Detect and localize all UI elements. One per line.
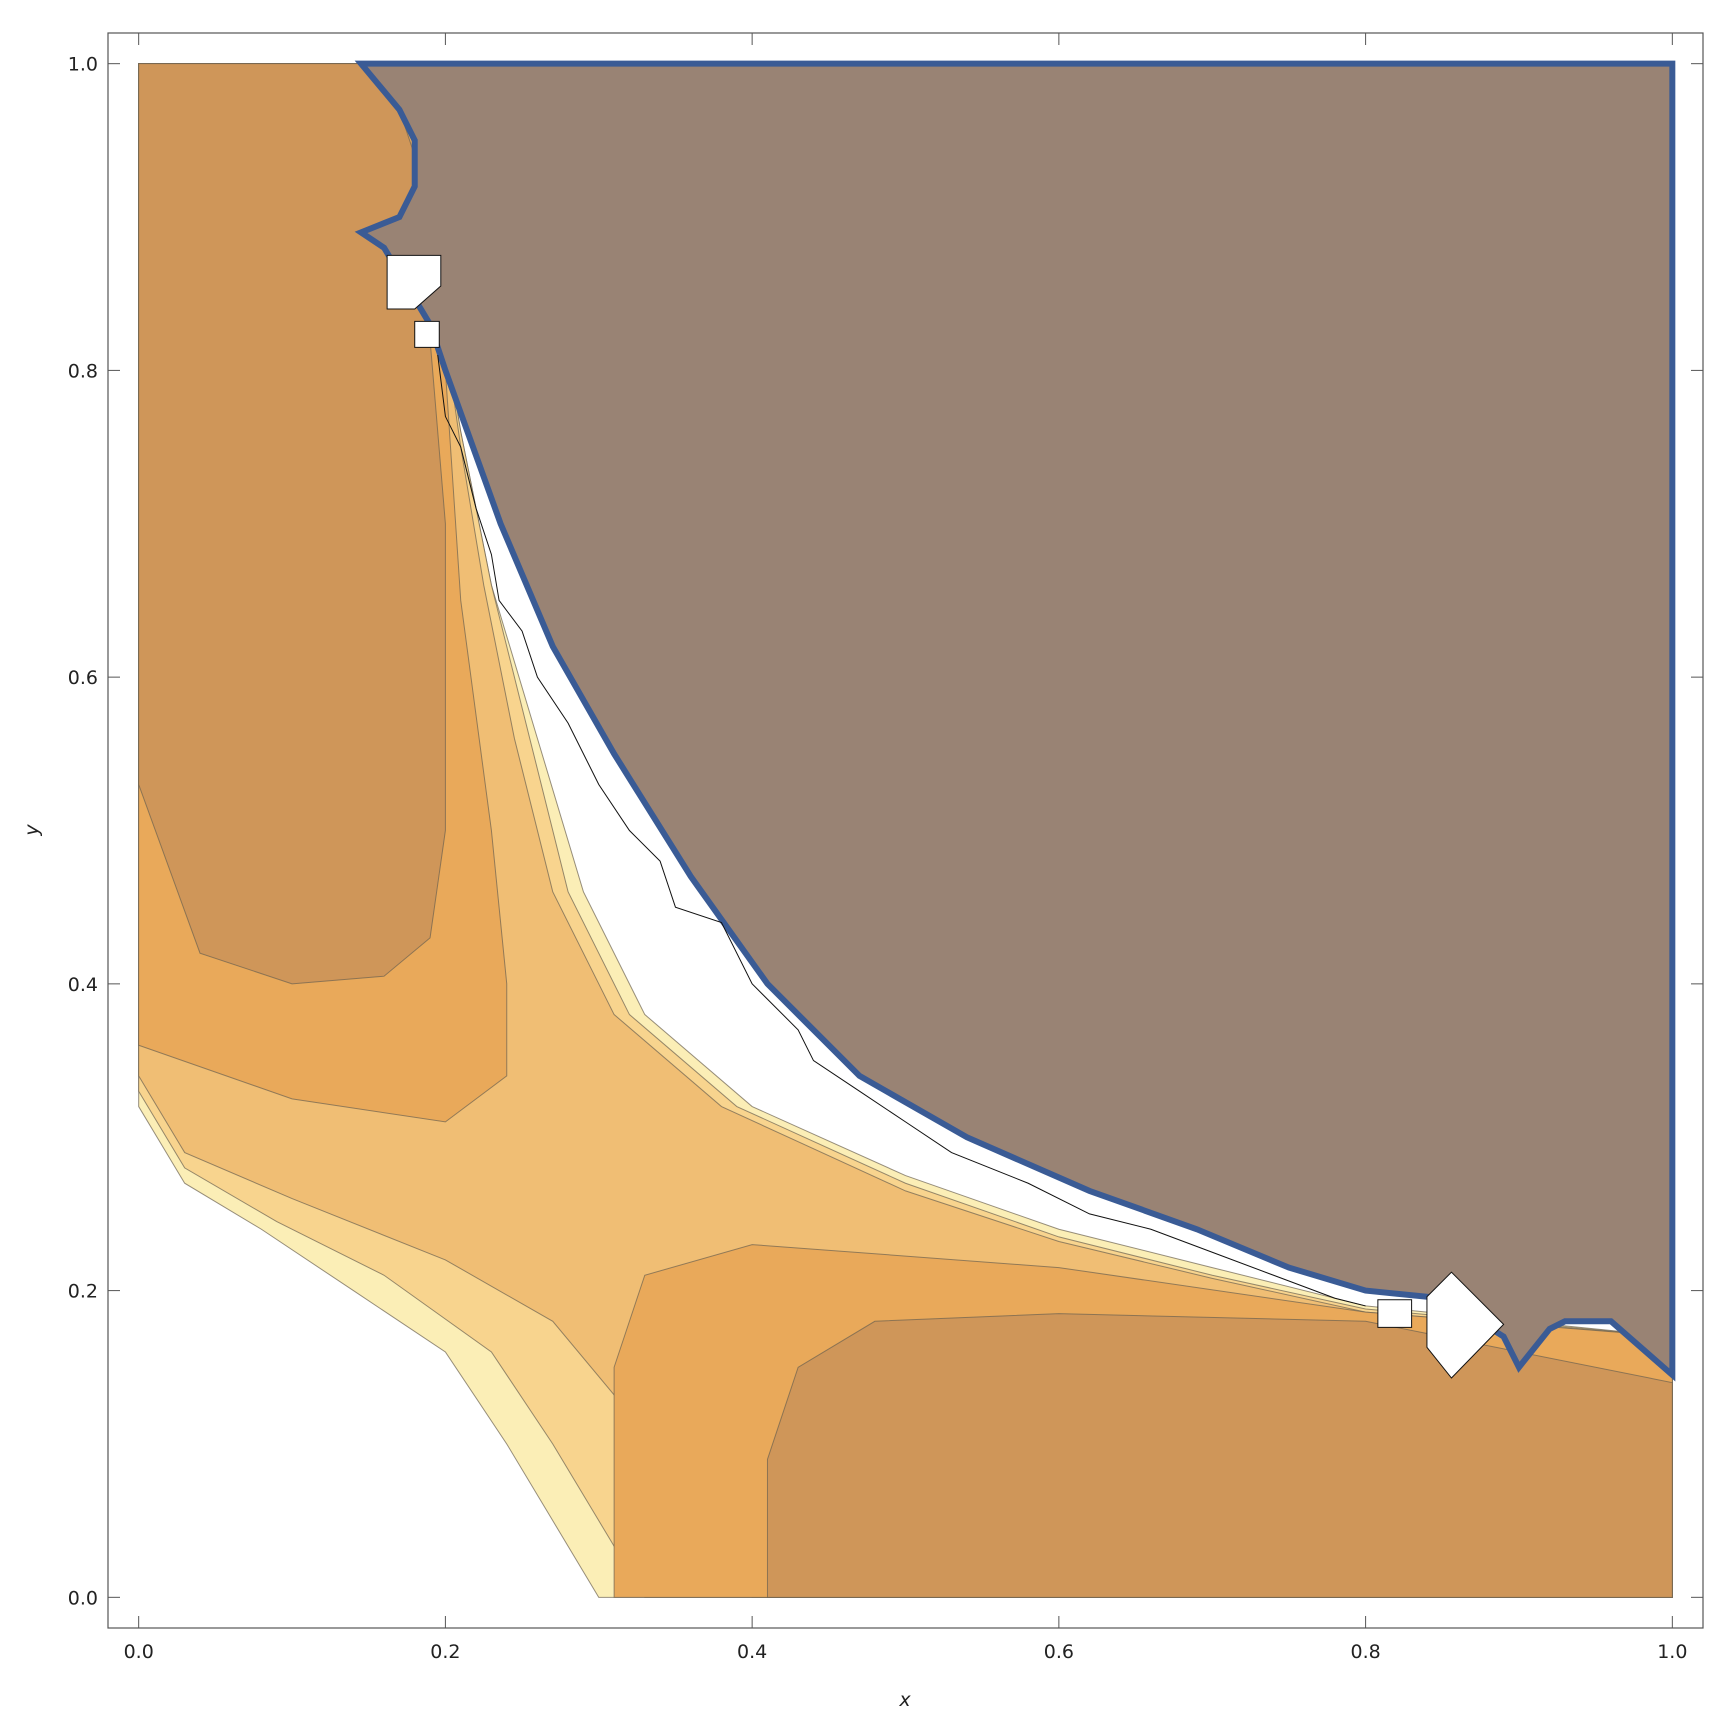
x-tick-label: 1.0 xyxy=(1657,1641,1687,1663)
y-tick-label: 1.0 xyxy=(68,54,98,76)
x-tick-label: 0.4 xyxy=(737,1641,767,1663)
jagged-line xyxy=(438,355,1366,1306)
y-tick-label: 0.8 xyxy=(68,360,98,382)
x-tick-label: 0.6 xyxy=(1044,1641,1074,1663)
y-tick-label: 0.6 xyxy=(68,667,98,689)
region xyxy=(139,64,1673,1598)
x-tick-label: 0.2 xyxy=(430,1641,460,1663)
region xyxy=(361,64,1672,1375)
y-tick-label: 0.2 xyxy=(68,1281,98,1303)
x-tick-label: 0.8 xyxy=(1350,1641,1380,1663)
y-axis-label: y xyxy=(21,824,43,837)
y-tick-label: 0.4 xyxy=(68,974,98,996)
blank xyxy=(387,255,1504,1378)
x-tick-label: 0.0 xyxy=(124,1641,154,1663)
frame xyxy=(107,32,1704,1629)
x-axis-label: x xyxy=(898,1689,911,1711)
contour-regions xyxy=(139,64,1673,1598)
y-tick-label: 0.0 xyxy=(68,1587,98,1609)
